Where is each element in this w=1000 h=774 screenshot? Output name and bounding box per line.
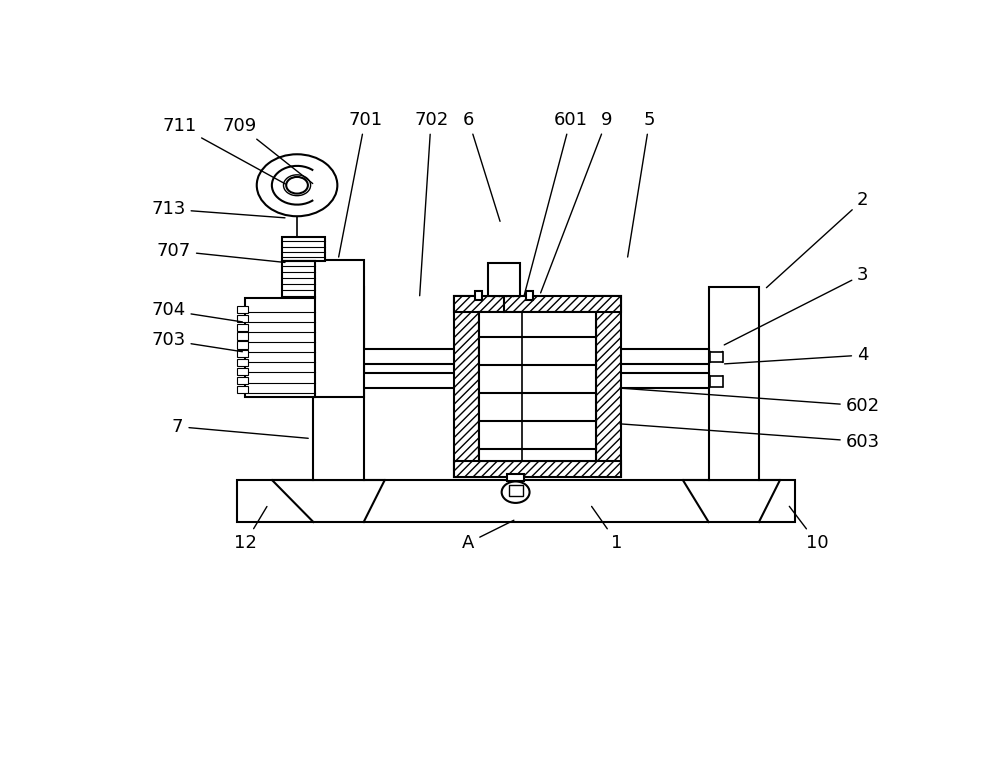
Text: 6: 6	[463, 111, 500, 221]
Bar	[710, 351, 723, 362]
Bar	[237, 377, 248, 385]
Bar	[237, 306, 248, 313]
Text: 602: 602	[620, 388, 880, 415]
Text: 713: 713	[151, 200, 285, 218]
Text: 10: 10	[789, 506, 828, 552]
Text: 4: 4	[725, 346, 869, 364]
Text: A: A	[462, 520, 514, 552]
Bar	[313, 286, 364, 480]
Bar	[237, 480, 795, 522]
Bar	[710, 376, 723, 387]
Text: 1: 1	[592, 506, 623, 552]
Circle shape	[257, 154, 337, 216]
Bar	[313, 373, 709, 388]
Text: 12: 12	[234, 506, 267, 552]
Text: 5: 5	[628, 111, 655, 257]
Bar	[454, 296, 621, 312]
Text: 703: 703	[151, 331, 242, 351]
Bar	[237, 324, 248, 330]
Text: 601: 601	[524, 111, 588, 296]
Bar	[313, 260, 364, 397]
Text: 704: 704	[151, 301, 242, 322]
Bar	[282, 237, 325, 261]
Bar	[237, 386, 248, 393]
Bar	[507, 474, 524, 481]
Text: 7: 7	[172, 418, 308, 438]
Bar	[479, 312, 596, 461]
Text: 707: 707	[157, 241, 285, 262]
Bar	[509, 485, 523, 496]
Bar	[237, 314, 248, 322]
Text: 2: 2	[766, 191, 869, 288]
Bar	[488, 262, 520, 296]
Text: 9: 9	[541, 111, 613, 293]
Bar	[454, 461, 621, 478]
Text: 603: 603	[620, 424, 880, 450]
Bar	[245, 299, 315, 397]
Bar	[475, 291, 482, 300]
Text: 701: 701	[339, 111, 382, 257]
Bar	[526, 291, 533, 300]
Bar	[596, 296, 621, 478]
Bar	[237, 351, 248, 358]
Circle shape	[286, 177, 308, 194]
Bar	[282, 261, 315, 299]
Bar	[237, 359, 248, 366]
Text: 709: 709	[223, 117, 313, 183]
Bar	[237, 341, 248, 348]
Text: 711: 711	[162, 117, 285, 184]
Bar	[237, 368, 248, 375]
Bar	[237, 333, 248, 340]
Text: 3: 3	[724, 265, 869, 345]
Bar	[313, 349, 709, 364]
Text: 702: 702	[414, 111, 448, 296]
Circle shape	[502, 481, 530, 503]
Bar	[454, 296, 479, 478]
Bar	[709, 286, 759, 480]
